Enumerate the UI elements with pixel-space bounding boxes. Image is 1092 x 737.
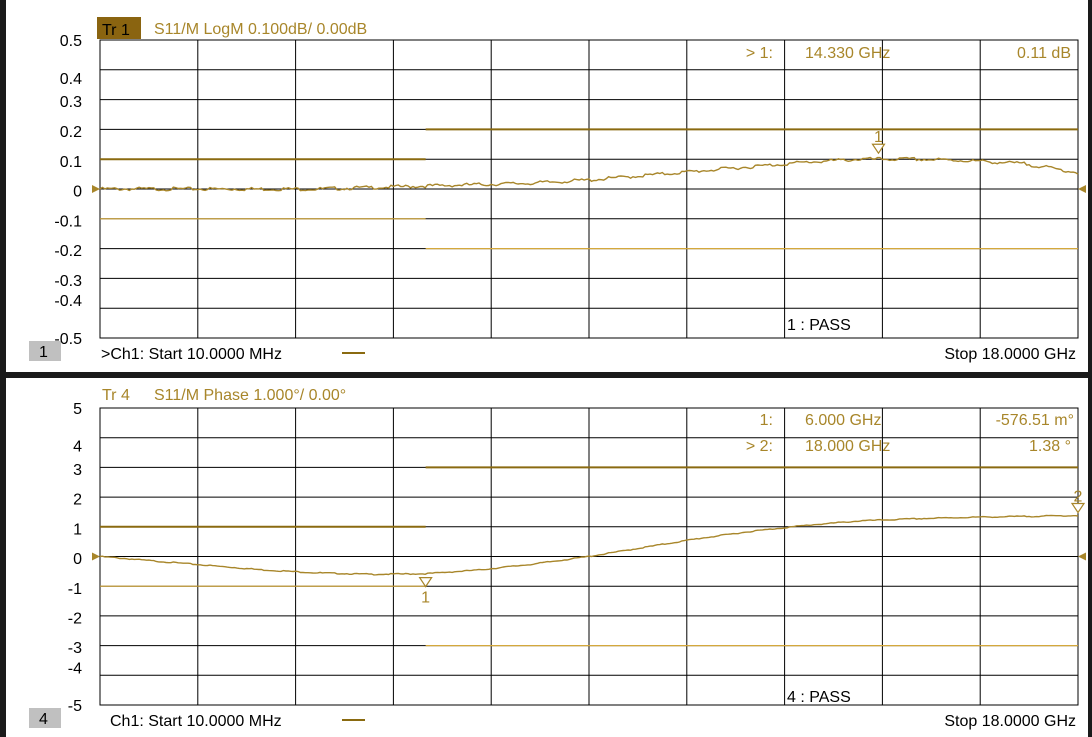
marker-2: 2 (1070, 489, 1086, 514)
channel-1-number: 1 (39, 344, 48, 361)
readout-2b-value: 1.38 ° (1029, 438, 1071, 455)
channel-1-box[interactable] (29, 341, 61, 361)
marker-triangle-icon (871, 143, 886, 155)
y-tick-label: -0.4 (54, 293, 82, 310)
plot-2-header: Tr 4 S11/M Phase 1.000°/ 0.00° (102, 387, 346, 404)
y-tick-label: -2 (68, 611, 82, 628)
y-tick-label: 5 (73, 401, 82, 418)
plot-1-stop-label: Stop 18.0000 GHz (944, 346, 1076, 363)
marker-label: 2 (1074, 489, 1083, 506)
plot-2-footer: 4 Ch1: Start 10.0000 MHz Stop 18.0000 GH… (29, 708, 1076, 730)
marker-label: 1 (421, 590, 430, 607)
plot-2-start-label: Ch1: Start 10.0000 MHz (110, 713, 282, 730)
plot-1-header: Tr 1 S11/M LogM 0.100dB/ 0.00dB (97, 17, 367, 39)
y-tick-label: 4 (73, 439, 82, 456)
channel-4-number: 4 (39, 711, 48, 728)
plot-1-marker-readout: > 1: 14.330 GHz 0.11 dB (746, 45, 1071, 62)
trace-4-badge[interactable]: Tr 4 (102, 387, 130, 404)
trace-1-title: S11/M LogM 0.100dB/ 0.00dB (154, 21, 367, 38)
reference-left-arrow-icon (92, 552, 100, 561)
y-tick-label: 0.4 (60, 71, 82, 88)
readout-2b-prefix: > 2: (746, 438, 773, 455)
trace-series (99, 514, 1079, 576)
right-border (1088, 0, 1092, 737)
y-tick-label: 2 (73, 492, 82, 509)
trace-series (99, 156, 1079, 192)
window-divider (0, 372, 1092, 378)
y-tick-label: 0.2 (60, 124, 82, 141)
reference-left-arrow-icon (92, 185, 100, 193)
readout-2a-value: -576.51 m° (996, 412, 1074, 429)
trace-1-badge[interactable]: Tr 1 (102, 22, 130, 39)
y-tick-label: 3 (73, 462, 82, 479)
trace-1-badge-bg (97, 17, 141, 39)
y-tick-label: -4 (68, 660, 82, 677)
readout-1-value: 0.11 dB (1017, 45, 1071, 62)
marker-1: 1 (418, 577, 433, 607)
plot-1-start-label: >Ch1: Start 10.0000 MHz (101, 346, 282, 363)
y-tick-label: -0.2 (54, 243, 82, 260)
readout-2a-freq: 6.000 GHz (805, 412, 881, 429)
y-tick-label: 0.3 (60, 94, 82, 111)
marker-triangle-icon (1070, 502, 1086, 514)
plot-2: 5 4 3 2 1 0 -1 -2 -3 -4 -5 1 2 (68, 401, 1086, 715)
y-tick-label: 1 (73, 521, 82, 538)
marker-triangle-icon (418, 577, 433, 588)
readout-1-prefix: > 1: (746, 45, 773, 62)
marker-label: 1 (874, 129, 883, 146)
plot-1: 0.5 0.4 0.3 0.2 0.1 0 -0.1 -0.2 -0.3 -0.4 -0.5 1 (54, 33, 1086, 348)
plot-2-stop-label: Stop 18.0000 GHz (944, 713, 1076, 730)
y-tick-label: 0 (73, 551, 82, 568)
readout-2a-prefix: 1: (760, 412, 773, 429)
y-tick-label: -1 (68, 581, 82, 598)
plot-2-status: 4 : PASS (787, 689, 851, 706)
y-tick-label: 0 (73, 184, 82, 201)
readout-1-freq: 14.330 GHz (805, 45, 890, 62)
channel-4-box[interactable] (29, 708, 61, 728)
y-tick-label: 0.5 (60, 33, 82, 50)
marker-1: 1 (871, 129, 886, 155)
y-tick-label: -5 (68, 698, 82, 715)
left-border (0, 0, 6, 737)
plot-1-status: 1 : PASS (787, 317, 851, 334)
trace-4-title: S11/M Phase 1.000°/ 0.00° (154, 387, 346, 404)
y-tick-label: 0.1 (60, 154, 82, 171)
y-tick-label: -0.1 (54, 213, 82, 230)
y-tick-label: -0.3 (54, 273, 82, 290)
plot-1-footer: 1 >Ch1: Start 10.0000 MHz Stop 18.0000 G… (29, 341, 1076, 363)
reference-right-arrow-icon (1078, 552, 1086, 561)
readout-2b-freq: 18.000 GHz (805, 438, 890, 455)
reference-right-arrow-icon (1078, 185, 1086, 193)
y-tick-label: -0.5 (54, 331, 82, 348)
plot-2-marker-readout: 1: 6.000 GHz -576.51 m° > 2: 18.000 GHz … (746, 412, 1074, 455)
y-tick-label: -3 (68, 640, 82, 657)
